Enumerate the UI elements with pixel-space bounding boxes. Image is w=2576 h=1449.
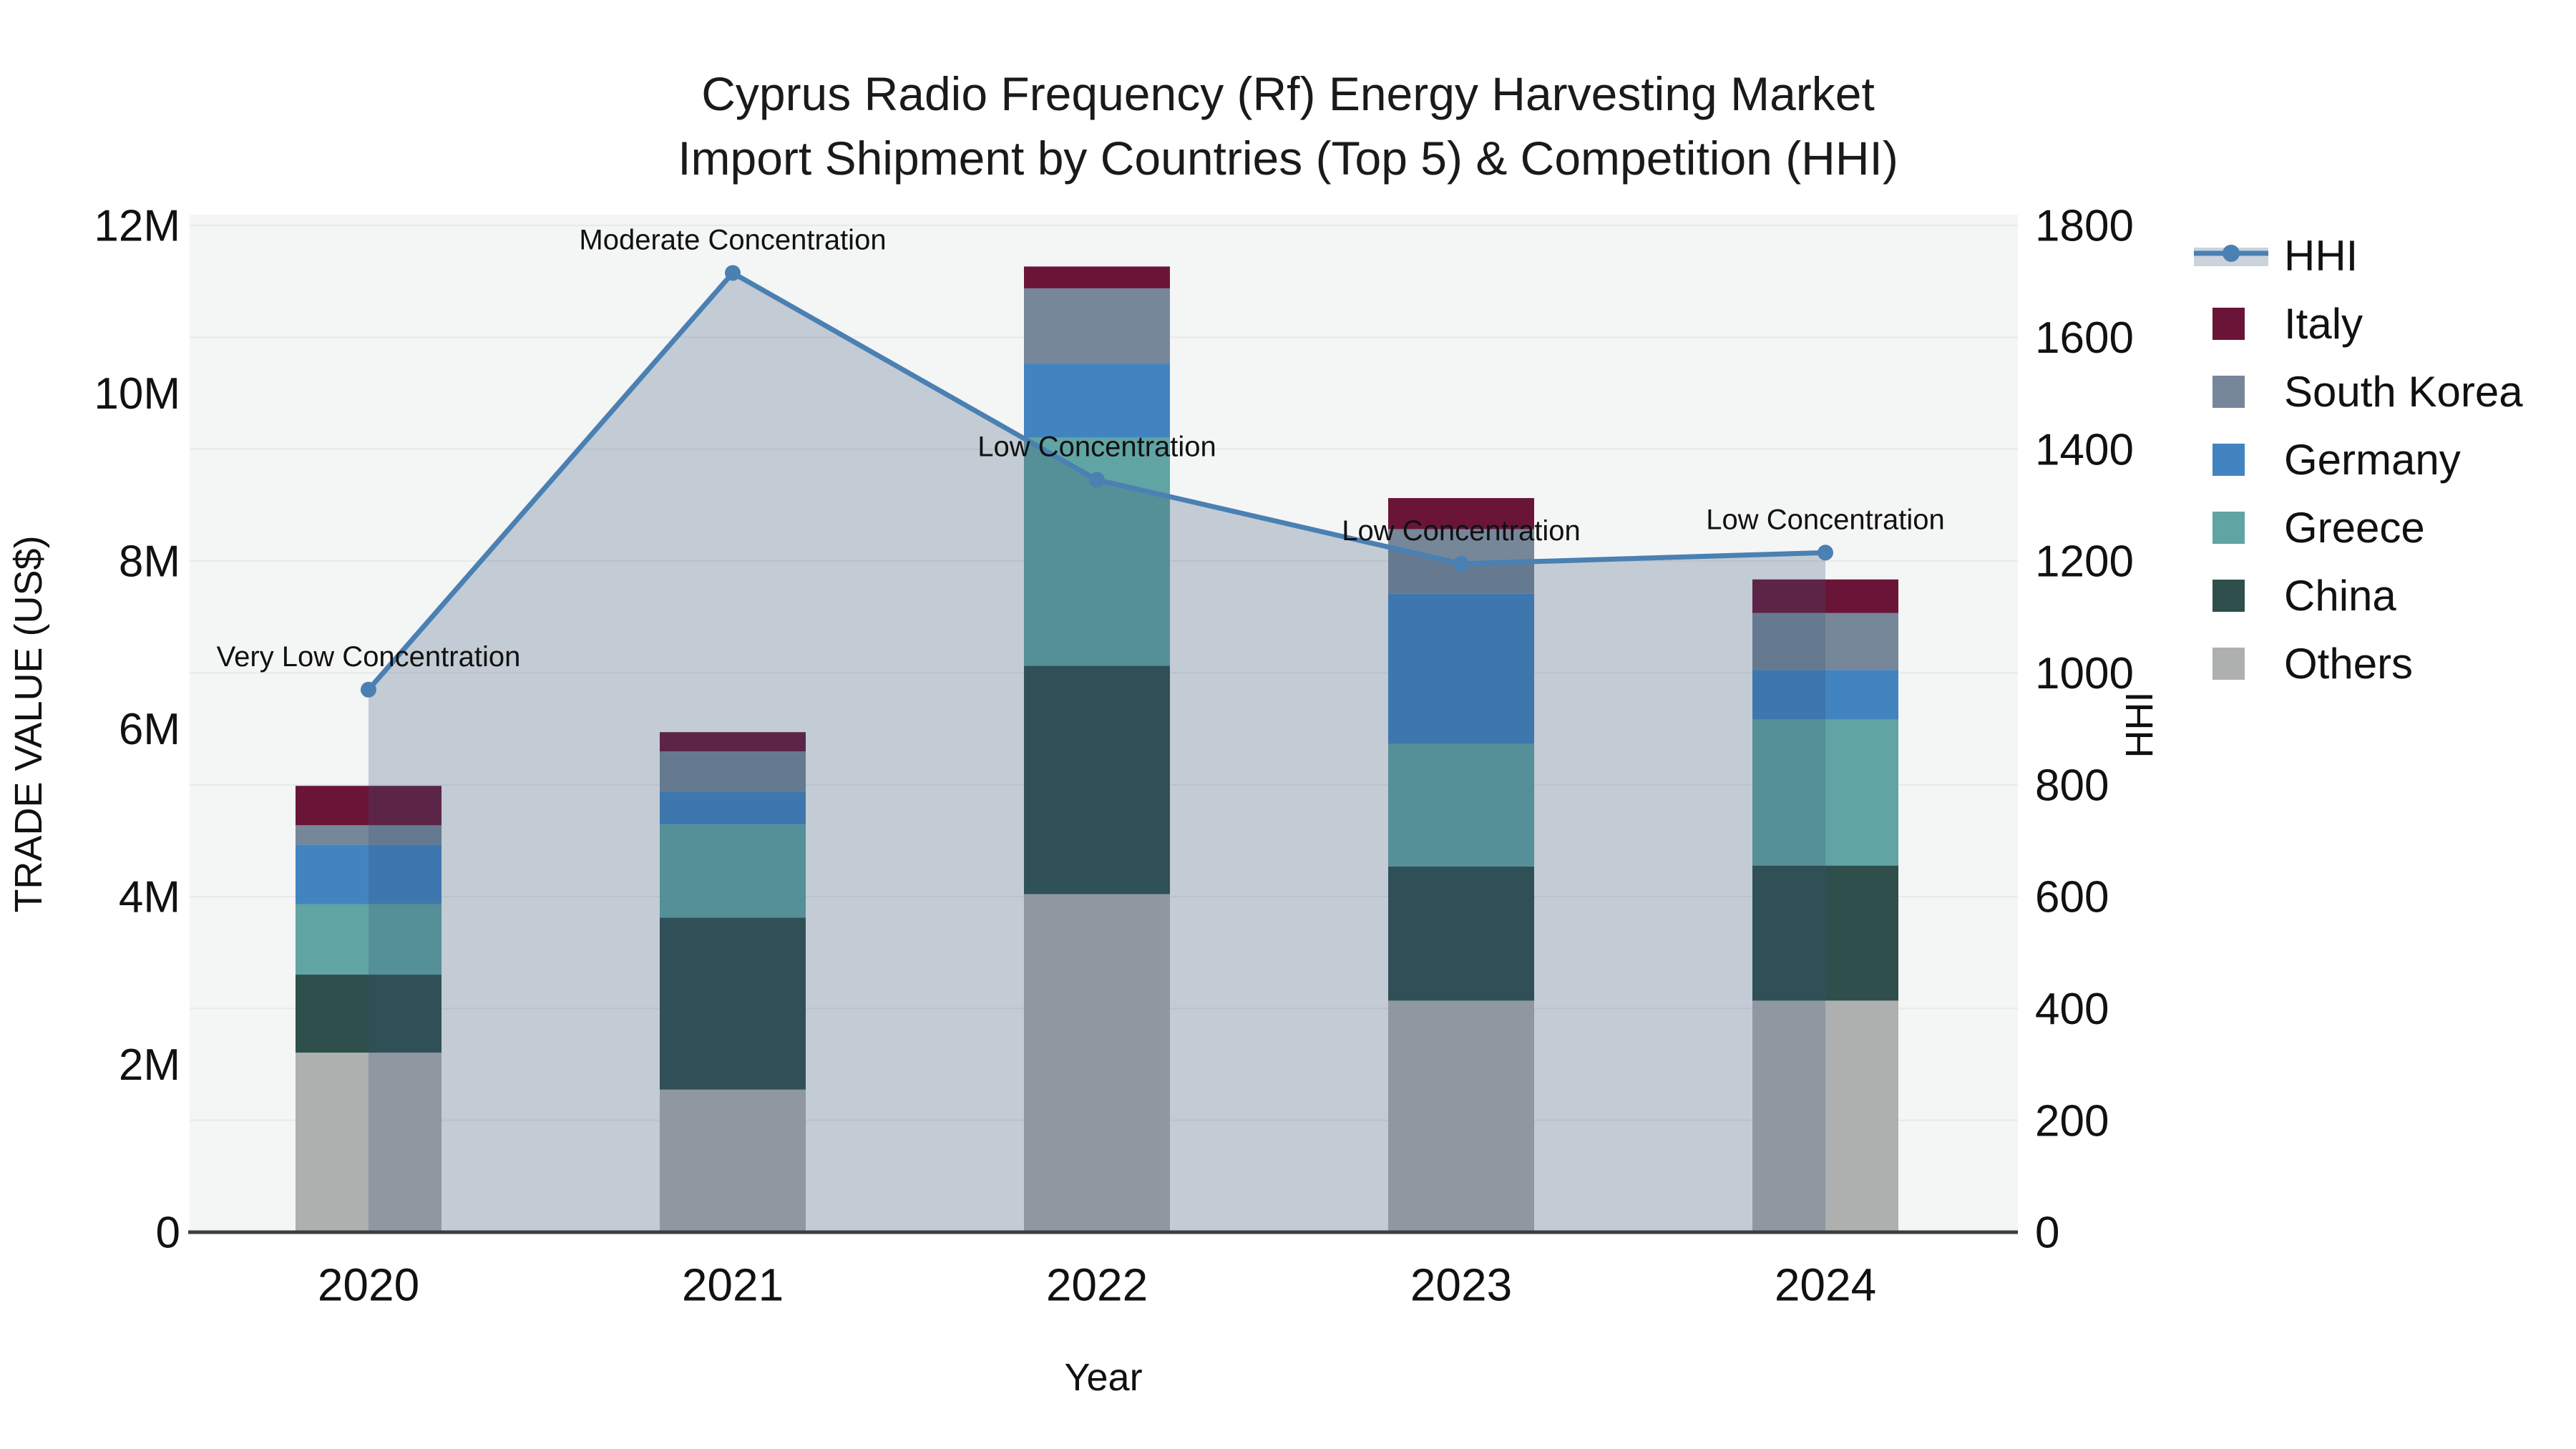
bar-segment-others-2023[interactable] [1388, 1000, 1534, 1232]
bar-segment-germany-2020[interactable] [296, 844, 441, 904]
y-right-tick-label: 0 [2035, 1209, 2059, 1258]
bar-segment-italy-2023[interactable] [1388, 498, 1534, 530]
legend-label: Others [2284, 640, 2414, 688]
hhi-line-icon [2191, 222, 2274, 290]
bar-segment-others-2022[interactable] [1024, 894, 1170, 1232]
legend-swatch-icon [2191, 630, 2274, 698]
y-axis-title-right: HHI [2118, 691, 2161, 758]
bar-segment-others-2021[interactable] [660, 1089, 806, 1232]
chart-title-line1: Cyprus Radio Frequency (Rf) Energy Harve… [701, 67, 1875, 120]
y-right-tick-label: 1800 [2035, 202, 2134, 251]
bar-segment-greece-2021[interactable] [660, 824, 806, 918]
legend-swatch-icon [2191, 494, 2274, 562]
legend-swatch-icon [2191, 562, 2274, 630]
y-right-tick-label: 400 [2035, 985, 2109, 1034]
annotation-2021: Moderate Concentration [579, 224, 886, 255]
bar-segment-germany-2021[interactable] [660, 791, 806, 825]
legend-label: China [2284, 572, 2396, 620]
bar-segment-china-2020[interactable] [296, 975, 441, 1053]
y-right-tick-label: 1200 [2035, 537, 2134, 587]
bar-segment-germany-2022[interactable] [1024, 364, 1170, 438]
y-right-tick-label: 200 [2035, 1096, 2109, 1146]
annotation-2024: Low Concentration [1706, 504, 1945, 535]
hhi-marker-2023[interactable] [1453, 555, 1469, 572]
bar-segment-others-2024[interactable] [1752, 1000, 1898, 1232]
y-left-tick-label: 0 [156, 1209, 180, 1258]
y-left-tick-label: 12M [94, 202, 180, 251]
bar-segment-italy-2020[interactable] [296, 786, 441, 826]
legend-label: HHI [2284, 232, 2358, 280]
x-tick-label-2024: 2024 [1775, 1259, 1876, 1310]
legend-label: South Korea [2284, 368, 2523, 416]
legend: HHI Italy South Korea Germany Greece China Oth… [2191, 222, 2523, 698]
x-tick-label-2020: 2020 [318, 1259, 419, 1310]
bar-segment-china-2023[interactable] [1388, 866, 1534, 1001]
legend-swatch-icon [2191, 426, 2274, 494]
y-right-tick-label: 800 [2035, 761, 2109, 810]
bar-segment-greece-2020[interactable] [296, 904, 441, 975]
legend-item-italy[interactable]: Italy [2191, 290, 2523, 358]
bar-segment-germany-2024[interactable] [1752, 670, 1898, 720]
hhi-area-fill [369, 273, 1825, 1233]
bar-segment-italy-2024[interactable] [1752, 579, 1898, 613]
y-right-tick-label: 1000 [2035, 649, 2134, 698]
y-right-tick-label: 600 [2035, 873, 2109, 922]
bar-segment-china-2024[interactable] [1752, 865, 1898, 1001]
x-axis-title: Year [1064, 1356, 1143, 1399]
legend-swatch-icon [2191, 358, 2274, 426]
y-right-tick-label: 1400 [2035, 425, 2134, 474]
annotation-2020: Very Low Concentration [217, 641, 521, 673]
annotation-2023: Low Concentration [1342, 515, 1581, 547]
legend-label: Italy [2284, 300, 2363, 348]
hhi-marker-2021[interactable] [725, 265, 741, 281]
bar-segment-greece-2024[interactable] [1752, 719, 1898, 866]
y-axis-title-left: TRADE VALUE (US$) [7, 535, 50, 913]
bar-segment-south-korea-2021[interactable] [660, 751, 806, 792]
legend-label: Germany [2284, 436, 2461, 484]
bar-segment-italy-2021[interactable] [660, 732, 806, 752]
x-tick-label-2023: 2023 [1410, 1259, 1512, 1310]
y-left-tick-label: 2M [119, 1040, 180, 1090]
legend-label: Greece [2284, 504, 2425, 552]
bar-segment-south-korea-2022[interactable] [1024, 288, 1170, 364]
y-left-tick-label: 8M [119, 537, 180, 587]
annotation-2022: Low Concentration [977, 431, 1216, 463]
legend-item-others[interactable]: Others [2191, 630, 2523, 698]
legend-item-hhi[interactable]: HHI [2191, 222, 2523, 290]
bar-segment-greece-2023[interactable] [1388, 743, 1534, 867]
legend-item-germany[interactable]: Germany [2191, 426, 2523, 494]
y-left-tick-label: 10M [94, 369, 180, 419]
y-left-tick-label: 6M [119, 705, 180, 754]
legend-item-greece[interactable]: Greece [2191, 494, 2523, 562]
hhi-marker-2024[interactable] [1818, 545, 1833, 561]
chart-title-line2: Import Shipment by Countries (Top 5) & C… [678, 132, 1898, 185]
bar-segment-south-korea-2024[interactable] [1752, 613, 1898, 670]
x-tick-label-2021: 2021 [682, 1259, 784, 1310]
bar-segment-italy-2022[interactable] [1024, 266, 1170, 288]
y-right-tick-label: 1600 [2035, 313, 2134, 363]
legend-item-south-korea[interactable]: South Korea [2191, 358, 2523, 426]
legend-swatch-icon [2191, 290, 2274, 358]
bar-segment-south-korea-2020[interactable] [296, 825, 441, 845]
bar-segment-others-2020[interactable] [296, 1053, 441, 1232]
hhi-marker-2022[interactable] [1089, 472, 1105, 488]
y-left-tick-label: 4M [119, 873, 180, 922]
bar-segment-china-2021[interactable] [660, 917, 806, 1090]
bar-segment-china-2022[interactable] [1024, 665, 1170, 894]
chart-title: Cyprus Radio Frequency (Rf) Energy Harve… [0, 62, 2576, 190]
x-tick-label-2022: 2022 [1046, 1259, 1148, 1310]
bar-segment-germany-2023[interactable] [1388, 593, 1534, 744]
legend-item-china[interactable]: China [2191, 562, 2523, 630]
hhi-marker-2020[interactable] [361, 681, 376, 698]
